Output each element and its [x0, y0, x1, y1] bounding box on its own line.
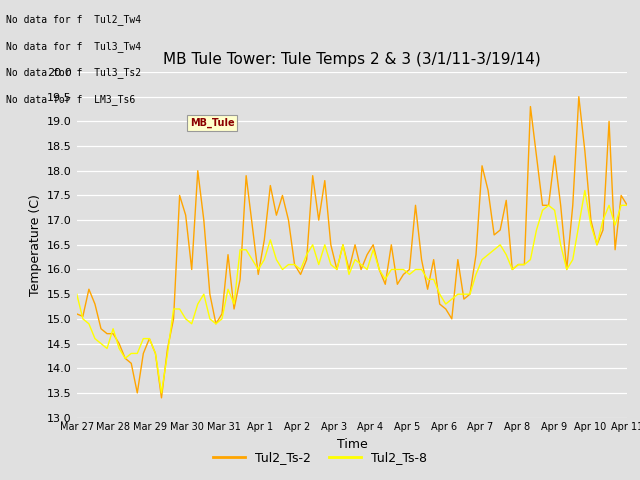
Line: Tul2_Ts-2: Tul2_Ts-2: [77, 96, 627, 398]
Tul2_Ts-2: [508, 266, 516, 272]
Text: MB_Tule: MB_Tule: [189, 118, 234, 128]
Tul2_Ts-2: [575, 94, 582, 99]
Tul2_Ts-2: [515, 262, 522, 267]
Text: No data for f  Tul3_Tw4: No data for f Tul3_Tw4: [6, 41, 141, 52]
Text: No data for f  LM3_Ts6: No data for f LM3_Ts6: [6, 94, 136, 105]
Tul2_Ts-8: [623, 203, 631, 208]
Tul2_Ts-8: [581, 188, 589, 193]
Tul2_Ts-2: [539, 203, 547, 208]
Legend: Tul2_Ts-2, Tul2_Ts-8: Tul2_Ts-2, Tul2_Ts-8: [209, 446, 431, 469]
Line: Tul2_Ts-8: Tul2_Ts-8: [77, 191, 627, 393]
Y-axis label: Temperature (C): Temperature (C): [29, 194, 42, 296]
Tul2_Ts-2: [520, 262, 528, 267]
X-axis label: Time: Time: [337, 438, 367, 451]
Tul2_Ts-8: [406, 272, 413, 277]
Tul2_Ts-8: [539, 207, 547, 213]
Tul2_Ts-2: [406, 266, 413, 272]
Tul2_Ts-8: [484, 252, 492, 258]
Tul2_Ts-8: [73, 291, 81, 297]
Tul2_Ts-2: [73, 311, 81, 317]
Tul2_Ts-2: [157, 395, 165, 401]
Tul2_Ts-8: [515, 262, 522, 267]
Text: No data for f  Tul3_Ts2: No data for f Tul3_Ts2: [6, 67, 141, 78]
Text: No data for f  Tul2_Tw4: No data for f Tul2_Tw4: [6, 14, 141, 25]
Tul2_Ts-8: [508, 266, 516, 272]
Tul2_Ts-2: [484, 188, 492, 193]
Tul2_Ts-2: [623, 203, 631, 208]
Tul2_Ts-8: [157, 390, 165, 396]
Title: MB Tule Tower: Tule Temps 2 & 3 (3/1/11-3/19/14): MB Tule Tower: Tule Temps 2 & 3 (3/1/11-…: [163, 52, 541, 67]
Tul2_Ts-8: [520, 262, 528, 267]
